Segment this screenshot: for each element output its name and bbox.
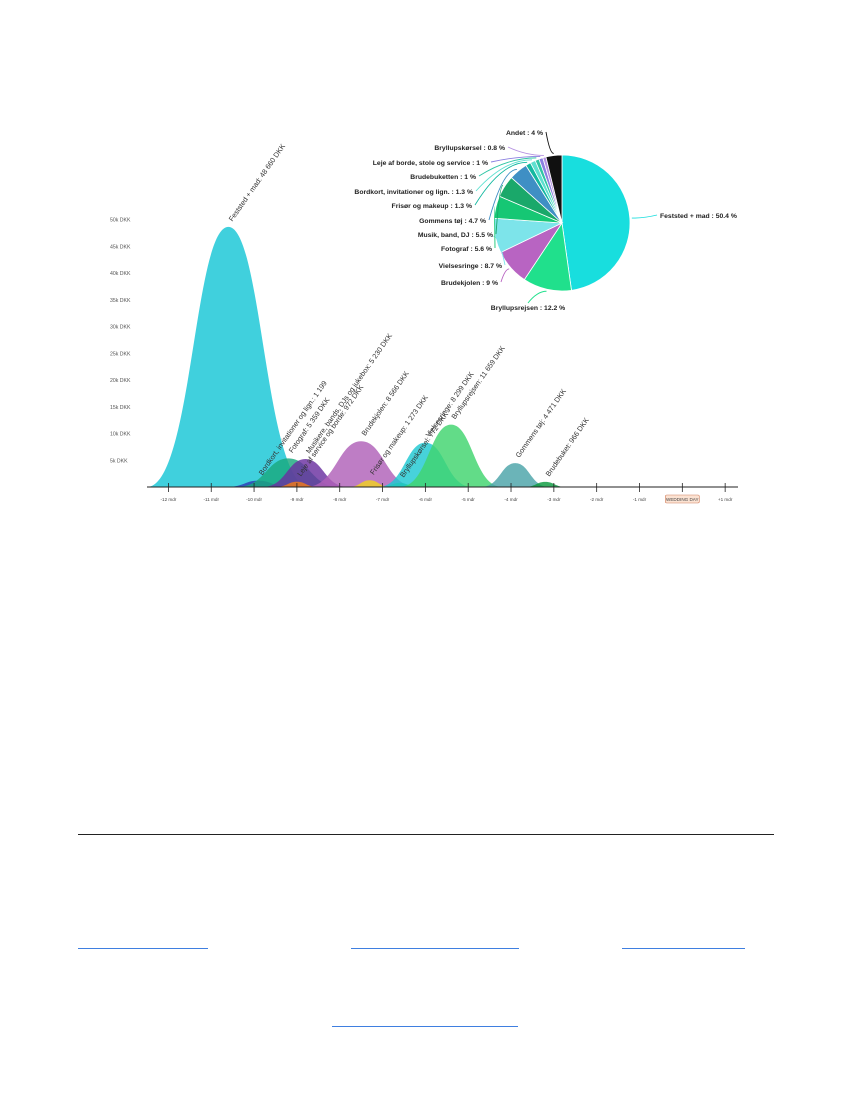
x-tick-label: -12 mdr	[160, 497, 176, 502]
pie-leader-lines	[474, 131, 658, 304]
area-label-bryllupsrejsen: Bryllupsrejsen: 11 659 DKK	[449, 344, 507, 421]
pie-slice-feststed-mad	[561, 154, 631, 291]
pie-labels: Feststed + mad : 50.4 % Bryllupsrejsen : …	[354, 130, 736, 312]
pie-label-gommens-toj: Gommens tøj : 4.7 %	[419, 218, 486, 225]
area-brudekjolen	[305, 441, 417, 487]
x-tick-label: -9 mdr	[290, 497, 304, 502]
x-tick-label: -1 mdr	[633, 497, 647, 502]
pie-leader-leje-af-borde-stole-og-service	[490, 156, 541, 163]
x-tick-label: -4 mdr	[504, 497, 518, 502]
pie-leader-frisor-og-makeup	[474, 161, 528, 206]
pie-leader-brudebuketten	[478, 157, 537, 177]
area-feststed-mad	[147, 226, 310, 488]
pie-label-musik-band-dj: Musik, band, DJ : 5.5 %	[418, 232, 493, 239]
pie-label-bryllupsrejsen: Bryllupsrejsen : 12.2 %	[491, 305, 565, 312]
pie-leader-andet	[545, 131, 554, 154]
pie-label-frisor-og-makeup: Frisør og makeup : 1.3 %	[392, 203, 472, 210]
pie-leader-bryllupskorsel	[507, 146, 544, 156]
pie-leader-musik-band-dj	[495, 184, 504, 235]
footer-link-underline-2[interactable]	[351, 948, 519, 949]
pie-label-bordkort-invitationer-og-lign: Bordkort, invitationer og lign. : 1.3 %	[354, 189, 473, 196]
y-tick-label: 30k DKK	[110, 325, 131, 331]
y-tick-label: 25k DKK	[110, 351, 131, 357]
area-frisor-og-makeup	[348, 480, 392, 487]
y-tick-label: 50k DKK	[110, 218, 131, 224]
pie-label-bryllupskorsel: Bryllupskørsel : 0.8 %	[434, 145, 505, 152]
y-tick-label: 10k DKK	[110, 432, 131, 438]
x-tick-label: WEDDING DAY	[666, 497, 699, 502]
pie-label-brudebuketten: Brudebuketten : 1 %	[410, 174, 476, 181]
x-tick-label: +1 mdr	[718, 497, 733, 502]
x-tick-label: -10 mdr	[246, 497, 262, 502]
y-tick-label: 5k DKK	[110, 458, 128, 464]
area-brudebuket	[523, 481, 567, 487]
area-series-layer	[147, 226, 567, 488]
pie-leader-feststed-mad	[631, 214, 658, 219]
wedding-day-badge	[665, 494, 700, 504]
pie-leader-gommens-toj	[488, 169, 517, 221]
y-tick-label: 40k DKK	[110, 271, 131, 277]
area-bryllupsrejsen	[399, 424, 503, 487]
pie-leader-bryllupsrejsen	[527, 290, 547, 304]
footer-link-underline-4[interactable]	[332, 1026, 518, 1027]
pie-slices	[493, 154, 631, 292]
footer-link-underline-3[interactable]	[622, 948, 745, 949]
y-axis-ticks: 5k DKK 10k DKK 15k DKK 20k DKK 25k DKK 30k DK…	[110, 218, 131, 465]
y-tick-label: 45k DKK	[110, 244, 131, 250]
pie-leader-fotograf	[493, 206, 496, 249]
x-tick-label: -3 mdr	[547, 497, 561, 502]
pie-label-leje-af-borde-stole-og-service: Leje af borde, stole og service : 1 %	[373, 160, 488, 167]
x-tick-label: -5 mdr	[462, 497, 476, 502]
x-tick-label: -6 mdr	[419, 497, 433, 502]
budget-pie-chart: Feststed + mad : 50.4 % Bryllupsrejsen : …	[354, 130, 736, 312]
area-label-feststed-mad: Feststed + mad: 48 660 DKK	[227, 142, 288, 223]
x-tick-label: -2 mdr	[590, 497, 604, 502]
pie-leader-vielsesringe	[493, 235, 506, 266]
footer-link-underline-1[interactable]	[78, 948, 208, 949]
pie-label-brudekjolen: Brudekjolen : 9 %	[441, 280, 498, 287]
area-gommens-toj	[481, 463, 550, 487]
x-tick-label: -7 mdr	[376, 497, 390, 502]
pie-label-fotograf: Fotograf : 5.6 %	[441, 246, 492, 253]
pie-label-andet: Andet : 4 %	[506, 130, 543, 137]
y-tick-label: 15k DKK	[110, 405, 131, 411]
pie-leader-bordkort-invitationer-og-lign	[475, 159, 532, 192]
pie-label-feststed-mad: Feststed + mad : 50.4 %	[660, 213, 737, 220]
pie-label-vielsesringe: Vielsesringe : 8.7 %	[439, 263, 502, 270]
area-label-brudebuket: Brudebuket: 966 DKK	[544, 416, 591, 478]
y-tick-label: 35k DKK	[110, 298, 131, 304]
y-tick-label: 20k DKK	[110, 378, 131, 384]
x-tick-label: -8 mdr	[333, 497, 347, 502]
horizontal-rule	[78, 834, 774, 835]
x-tick-label: -11 mdr	[203, 497, 219, 502]
pie-leader-brudekjolen	[500, 268, 510, 283]
pie-slice-andet	[545, 154, 563, 224]
timeline-area-chart: 5k DKK 10k DKK 15k DKK 20k DKK 25k DKK 30k DK…	[110, 142, 738, 504]
x-axis: -12 mdr -11 mdr -10 mdr -9 mdr -8 mdr -7 mdr -…	[147, 483, 738, 504]
